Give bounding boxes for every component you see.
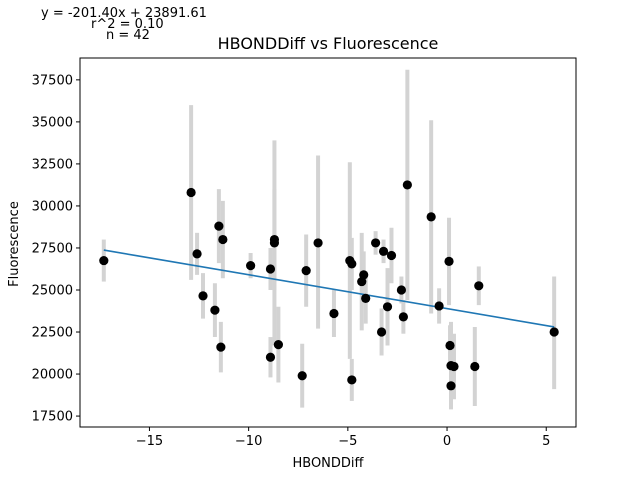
sample-count-label: n = 42 — [106, 28, 150, 43]
x-tick-label: 0 — [443, 434, 451, 449]
data-point — [313, 238, 323, 248]
data-point — [359, 270, 369, 280]
x-axis-title: HBONDDiff — [292, 456, 364, 471]
data-point — [446, 381, 456, 391]
plot-frame — [79, 57, 577, 428]
data-point — [376, 327, 387, 337]
x-tick-label: 5 — [542, 434, 550, 449]
data-point — [449, 361, 459, 372]
regression-equation: y = -201.40x + 23891.61 — [41, 6, 207, 21]
data-point — [378, 246, 389, 256]
data-point — [214, 221, 224, 231]
data-point — [445, 340, 455, 351]
data-point — [192, 249, 202, 259]
data-point — [347, 259, 357, 269]
data-point — [269, 238, 280, 248]
data-point — [396, 285, 407, 295]
y-tick-label: 27500 — [32, 241, 73, 256]
data-point — [301, 266, 311, 276]
x-tick-label: −5 — [338, 434, 357, 449]
data-point — [398, 312, 408, 322]
data-point — [382, 302, 393, 312]
data-point — [371, 238, 381, 248]
y-tick-label: 30000 — [32, 199, 73, 214]
y-tick-label: 32500 — [32, 157, 73, 172]
data-point — [210, 305, 220, 315]
y-tick-label: 37500 — [32, 73, 73, 88]
data-point — [265, 352, 276, 362]
data-point — [444, 256, 454, 267]
data-point — [99, 255, 109, 266]
data-point — [434, 301, 444, 311]
data-point — [470, 361, 480, 372]
data-point — [216, 342, 226, 352]
r-squared-label: r^2 = 0.10 — [91, 17, 164, 32]
data-point — [273, 340, 283, 350]
data-point — [474, 281, 484, 291]
regression-line — [103, 249, 555, 328]
y-tick-label: 35000 — [32, 115, 73, 130]
data-point — [218, 234, 228, 245]
y-tick-label: 25000 — [32, 283, 73, 298]
data-point — [186, 187, 196, 198]
data-point — [347, 375, 357, 385]
y-axis-title: Fluorescence — [7, 201, 22, 287]
x-tick-label: −15 — [136, 434, 163, 449]
data-point — [329, 308, 339, 319]
data-point — [426, 212, 436, 222]
data-point — [265, 264, 276, 274]
data-point — [402, 180, 412, 190]
axes: −15 −10 −5 0 5 17500 20000 22500 25000 27500 30000… — [32, 57, 577, 449]
y-tick-label: 22500 — [32, 326, 73, 341]
y-tick-label: 17500 — [32, 410, 73, 425]
chart-title: HBONDDiff vs Fluorescence — [218, 34, 439, 53]
y-tick-label: 20000 — [32, 368, 73, 383]
data-point — [246, 261, 256, 271]
data-point — [198, 291, 208, 301]
data-point — [297, 371, 307, 381]
plot-area — [99, 69, 559, 410]
x-tick-label: −10 — [235, 434, 262, 449]
data-point — [386, 250, 397, 261]
data-point — [549, 327, 559, 337]
data-point — [361, 293, 371, 303]
